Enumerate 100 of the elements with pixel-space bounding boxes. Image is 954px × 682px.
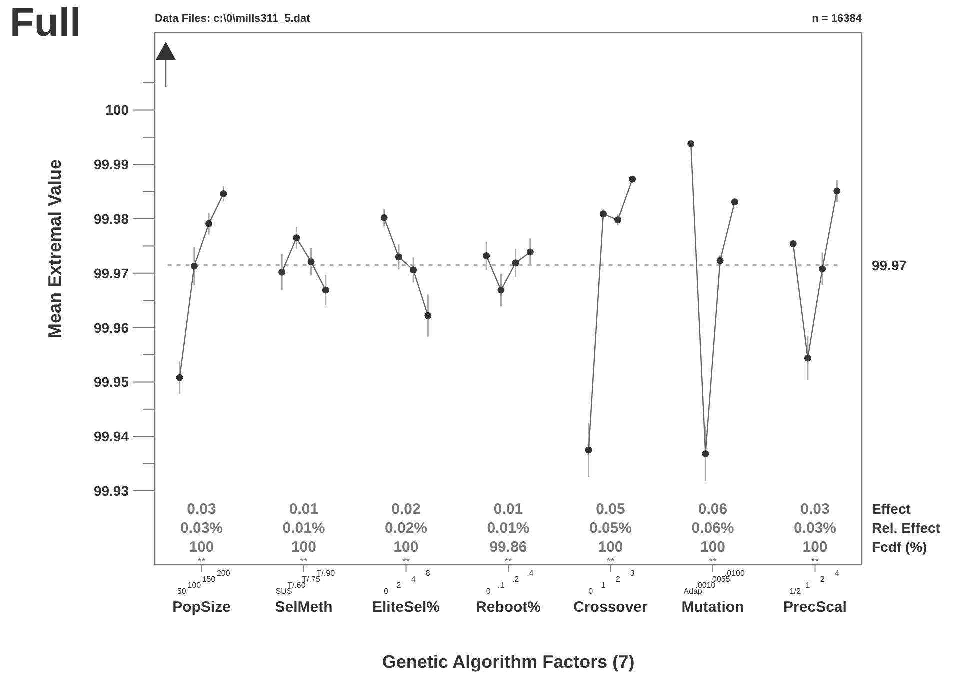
point — [702, 450, 710, 458]
point — [308, 258, 315, 266]
annotation: ** — [606, 557, 615, 568]
annotation: ** — [198, 557, 206, 568]
x-tick-label: 150 — [202, 575, 216, 584]
point — [424, 312, 432, 320]
annotation: 0.01 — [289, 501, 319, 518]
point — [834, 188, 841, 195]
x-tick-label: Adap — [684, 587, 703, 596]
point — [395, 254, 402, 261]
annotation: 100 — [802, 539, 828, 556]
x-tick-label: 200 — [216, 569, 231, 578]
x-tick-label: .4 — [527, 569, 534, 578]
text: Mutation — [682, 599, 744, 616]
x-tick-label: .0010 — [696, 581, 716, 590]
annotation: ** — [811, 557, 820, 568]
y-tick-label: 100 — [106, 102, 130, 118]
point — [585, 446, 592, 454]
annotation: ** — [300, 557, 308, 568]
point — [278, 268, 286, 276]
chart-subtitle: Data Files: c:\0\mills311_5.dat — [155, 13, 311, 25]
x-tick-label: T/.75 — [302, 575, 321, 584]
text: PrecScal — [784, 599, 847, 616]
y-tick-label: 99.99 — [94, 156, 130, 173]
x-tick-label: 0 — [588, 587, 594, 596]
point — [804, 354, 812, 362]
annotation: 0.01 — [494, 501, 524, 518]
y-tick-label: 99.93 — [94, 483, 130, 500]
x-tick-label: 1 — [601, 581, 606, 590]
annotation: 0.06% — [692, 520, 734, 537]
text: n = 16384 — [812, 13, 863, 25]
x-axis-title: Genetic Algorithm Factors (7) — [382, 652, 635, 672]
point — [322, 286, 330, 294]
point — [483, 252, 490, 260]
y-tick-label: 99.97 — [94, 265, 130, 282]
annotation: 100 — [598, 539, 624, 556]
point — [220, 190, 228, 198]
point — [688, 140, 695, 148]
x-tick-label: .1 — [498, 581, 506, 590]
text: PopSize — [172, 599, 231, 616]
x-tick-label: 4 — [411, 575, 416, 584]
x-tick-label: 8 — [426, 569, 431, 578]
y-tick-label: 99.98 — [94, 211, 130, 228]
annotation: 0.03 — [187, 501, 216, 518]
annotation: 0.03% — [794, 520, 837, 537]
point — [512, 260, 520, 267]
point — [380, 214, 388, 222]
point — [410, 266, 418, 274]
x-tick-label: .0055 — [710, 575, 731, 584]
annotation: 0.05% — [589, 520, 632, 537]
annotation: 0.02 — [392, 501, 421, 518]
point — [206, 220, 213, 228]
annotation: 99.86 — [490, 539, 528, 556]
x-tick-label: 2 — [820, 575, 826, 584]
x-tick-label: .2 — [512, 575, 520, 584]
point — [614, 216, 622, 224]
annotation: 100 — [394, 539, 419, 556]
point — [190, 262, 198, 270]
annotation: 0.01% — [487, 520, 530, 537]
x-tick-label: 2 — [396, 581, 402, 590]
y-tick-label: 99.94 — [94, 428, 130, 445]
chart-title: Full — [10, 1, 82, 45]
point — [498, 286, 505, 294]
x-tick-label: 1 — [806, 581, 811, 590]
text: Crossover — [574, 599, 648, 616]
x-tick-label: 0 — [384, 587, 390, 596]
x-tick-label: T/.60 — [288, 581, 306, 590]
ref-line-label: 99.97 — [872, 257, 908, 274]
annotation: ** — [709, 557, 717, 568]
x-tick-label: T/.90 — [316, 569, 336, 578]
annotation: ** — [504, 557, 512, 568]
point — [819, 266, 826, 273]
x-tick-label: 3 — [630, 569, 636, 578]
text: Fcdf (%) — [872, 539, 928, 555]
text: SelMeth — [275, 599, 333, 616]
annotation: 0.03% — [180, 520, 224, 537]
point — [176, 374, 184, 382]
point — [629, 176, 636, 183]
point — [526, 248, 534, 256]
annotation: 0.01% — [282, 520, 326, 537]
annotation: 0.02% — [384, 520, 428, 537]
point — [790, 240, 797, 248]
annotation: 100 — [700, 539, 726, 556]
y-tick-label: 99.96 — [94, 320, 130, 336]
x-tick-label: 2 — [616, 575, 621, 584]
point — [600, 210, 607, 218]
annotation: 0.03 — [800, 501, 830, 518]
annotation: 100 — [291, 539, 317, 556]
y-axis-title: Mean Extremal Value — [45, 159, 65, 339]
x-tick-label: 50 — [177, 587, 187, 596]
text: Effect — [872, 501, 912, 517]
point — [731, 198, 738, 206]
annotation: 0.06 — [698, 501, 728, 518]
text: Rel. Effect — [872, 520, 941, 536]
text: EliteSel% — [372, 599, 440, 616]
annotation: ** — [402, 557, 410, 568]
annotation: 0.05 — [596, 501, 626, 518]
y-tick-label: 99.95 — [94, 374, 130, 390]
x-tick-label: SUS — [276, 587, 292, 596]
x-tick-label: 0 — [486, 587, 492, 596]
